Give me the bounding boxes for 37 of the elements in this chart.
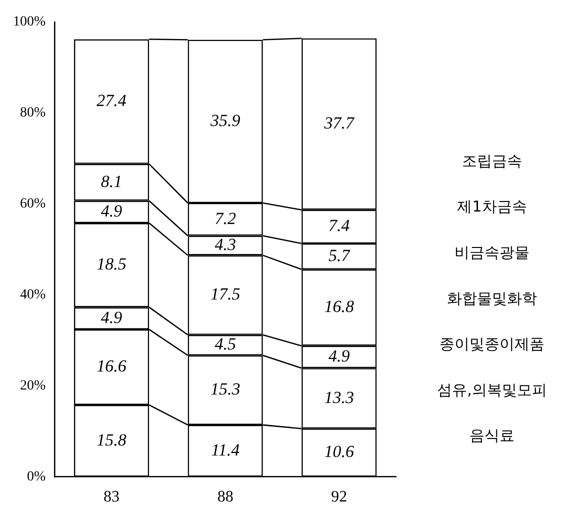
- data-label: 7.4: [328, 216, 350, 236]
- text: 화합물및화학: [447, 289, 537, 308]
- data-label: 4.9: [328, 346, 350, 366]
- y-tick-label: 80%: [20, 106, 46, 121]
- data-label: 4.9: [100, 201, 123, 220]
- data-label: 37.7: [323, 114, 356, 133]
- text: 종이및종이제품: [440, 335, 544, 354]
- data-label: 27.4: [96, 91, 127, 110]
- text: 섬유,의복및모피: [437, 380, 547, 399]
- x-tick-label: 88: [217, 488, 234, 506]
- y-tick-label: 40%: [20, 288, 46, 303]
- data-label: 4.3: [214, 235, 236, 254]
- y-tick-label: 0%: [26, 469, 46, 484]
- text: 제1차금속: [457, 198, 527, 216]
- data-label: 18.5: [96, 254, 126, 274]
- x-tick-label: 92: [331, 488, 348, 506]
- x-tick-label: 83: [104, 488, 120, 506]
- data-label: 7.2: [214, 208, 236, 228]
- data-label: 10.6: [324, 442, 354, 462]
- y-tick-label: 60%: [20, 196, 46, 212]
- data-label: 11.4: [211, 440, 240, 460]
- data-label: 15.8: [96, 430, 127, 450]
- data-label: 4.9: [100, 308, 123, 327]
- data-label: 35.9: [209, 110, 241, 130]
- data-label: 4.5: [214, 334, 236, 354]
- y-tick-label: 100%: [12, 14, 46, 30]
- data-label: 13.3: [324, 388, 354, 407]
- data-label: 16.8: [324, 297, 354, 316]
- text: 비금속광물: [454, 243, 530, 262]
- data-label: 8.1: [100, 172, 122, 191]
- text: 조립금속: [462, 152, 522, 170]
- data-label: 16.6: [96, 356, 127, 376]
- text: 음식료: [470, 426, 514, 445]
- data-label: 17.5: [210, 284, 240, 304]
- data-label: 5.7: [328, 246, 352, 265]
- y-tick-label: 20%: [20, 378, 46, 394]
- data-label: 15.3: [210, 380, 240, 399]
